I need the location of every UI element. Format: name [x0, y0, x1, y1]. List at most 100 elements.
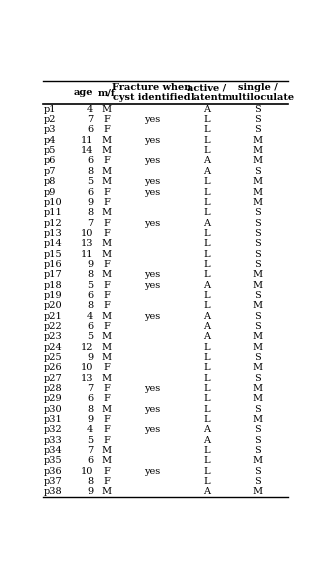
Text: yes: yes [144, 311, 160, 320]
Text: A: A [203, 167, 210, 176]
Text: 11: 11 [81, 249, 93, 258]
Text: yes: yes [144, 281, 160, 290]
Text: 8: 8 [87, 167, 93, 176]
Text: p3: p3 [44, 126, 57, 134]
Text: 8: 8 [87, 405, 93, 414]
Text: F: F [103, 425, 110, 434]
Text: M: M [101, 343, 111, 352]
Text: 6: 6 [87, 291, 93, 300]
Text: p7: p7 [44, 167, 57, 176]
Text: A: A [203, 281, 210, 290]
Text: F: F [103, 198, 110, 207]
Text: 5: 5 [87, 332, 93, 341]
Text: S: S [255, 229, 261, 238]
Text: F: F [103, 435, 110, 444]
Text: yes: yes [144, 156, 160, 166]
Text: 10: 10 [81, 467, 93, 476]
Text: yes: yes [144, 270, 160, 279]
Text: 8: 8 [87, 301, 93, 310]
Text: p24: p24 [44, 343, 63, 352]
Text: S: S [255, 373, 261, 382]
Text: S: S [255, 218, 261, 228]
Text: M: M [101, 456, 111, 465]
Text: p32: p32 [44, 425, 63, 434]
Text: 5: 5 [87, 281, 93, 290]
Text: p1: p1 [44, 105, 57, 114]
Text: 5: 5 [87, 177, 93, 186]
Text: M: M [101, 373, 111, 382]
Text: p14: p14 [44, 239, 63, 248]
Text: 6: 6 [87, 156, 93, 166]
Text: 6: 6 [87, 394, 93, 403]
Text: S: S [255, 208, 261, 217]
Text: yes: yes [144, 425, 160, 434]
Text: F: F [103, 281, 110, 290]
Text: 12: 12 [81, 343, 93, 352]
Text: L: L [203, 249, 210, 258]
Text: L: L [203, 208, 210, 217]
Text: M: M [101, 177, 111, 186]
Text: F: F [103, 260, 110, 269]
Text: p30: p30 [44, 405, 63, 414]
Text: F: F [103, 291, 110, 300]
Text: L: L [203, 467, 210, 476]
Text: L: L [203, 384, 210, 393]
Text: L: L [203, 405, 210, 414]
Text: 11: 11 [81, 136, 93, 145]
Text: S: S [255, 405, 261, 414]
Text: A: A [203, 156, 210, 166]
Text: p28: p28 [44, 384, 63, 393]
Text: 9: 9 [87, 198, 93, 207]
Text: p31: p31 [44, 415, 63, 424]
Text: F: F [103, 363, 110, 372]
Text: p29: p29 [44, 394, 63, 403]
Text: p38: p38 [44, 487, 63, 496]
Text: p23: p23 [44, 332, 63, 341]
Text: p26: p26 [44, 363, 63, 372]
Text: S: S [255, 115, 261, 124]
Text: L: L [203, 291, 210, 300]
Text: p2: p2 [44, 115, 57, 124]
Text: L: L [203, 363, 210, 372]
Text: 10: 10 [81, 229, 93, 238]
Text: F: F [103, 322, 110, 331]
Text: 9: 9 [87, 415, 93, 424]
Text: yes: yes [144, 136, 160, 145]
Text: A: A [203, 487, 210, 496]
Text: S: S [255, 239, 261, 248]
Text: M: M [253, 487, 263, 496]
Text: S: S [255, 105, 261, 114]
Text: p35: p35 [44, 456, 63, 465]
Text: M: M [253, 301, 263, 310]
Text: M: M [253, 281, 263, 290]
Text: M: M [253, 177, 263, 186]
Text: M: M [101, 446, 111, 455]
Text: L: L [203, 115, 210, 124]
Text: A: A [203, 311, 210, 320]
Text: M: M [253, 188, 263, 196]
Text: active /
latent: active / latent [187, 83, 226, 102]
Text: 10: 10 [81, 363, 93, 372]
Text: 4: 4 [87, 105, 93, 114]
Text: M: M [253, 270, 263, 279]
Text: A: A [203, 105, 210, 114]
Text: yes: yes [144, 218, 160, 228]
Text: L: L [203, 353, 210, 362]
Text: p20: p20 [44, 301, 63, 310]
Text: S: S [255, 435, 261, 444]
Text: yes: yes [144, 467, 160, 476]
Text: S: S [255, 249, 261, 258]
Text: L: L [203, 126, 210, 134]
Text: p5: p5 [44, 146, 57, 155]
Text: 9: 9 [87, 260, 93, 269]
Text: M: M [101, 208, 111, 217]
Text: M: M [101, 105, 111, 114]
Text: F: F [103, 126, 110, 134]
Text: p19: p19 [44, 291, 63, 300]
Text: 9: 9 [87, 353, 93, 362]
Text: 7: 7 [87, 115, 93, 124]
Text: p15: p15 [44, 249, 63, 258]
Text: 5: 5 [87, 435, 93, 444]
Text: M: M [101, 487, 111, 496]
Text: F: F [103, 467, 110, 476]
